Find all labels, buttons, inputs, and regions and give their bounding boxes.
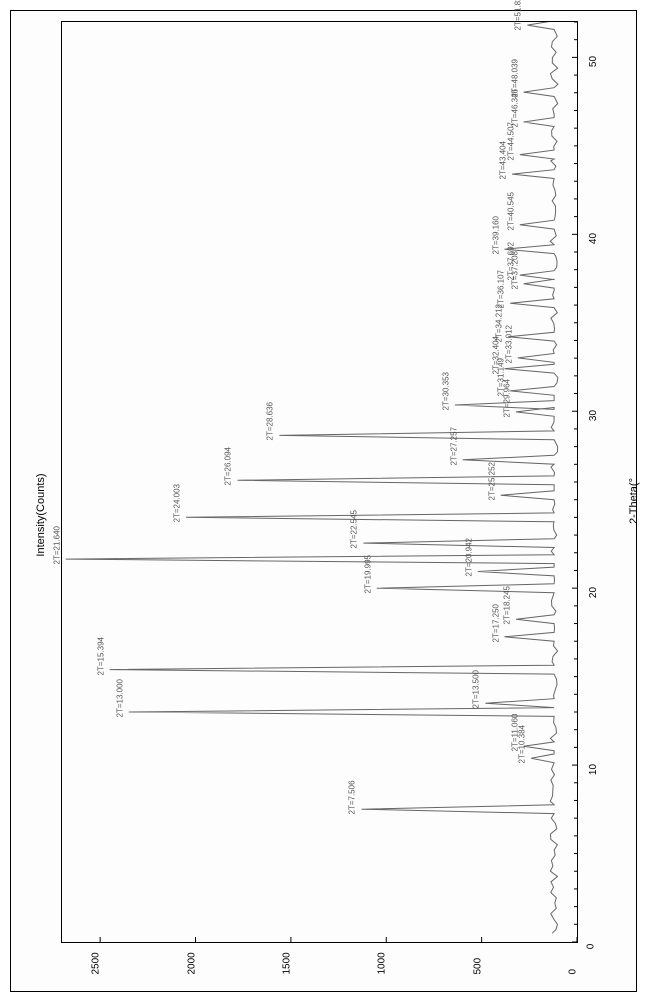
peak-label: 2T=26.094 [224,447,233,485]
peak-label: 2T=40.545 [506,192,515,230]
x-tick: 2500 [91,952,102,974]
peak-label: 2T=24.003 [172,484,181,522]
peak-label: 2T=17.250 [491,604,500,642]
x-tick: 1000 [377,952,388,974]
peak-label: 2T=25.252 [487,462,496,500]
x-tick: 1500 [281,952,292,974]
y-tick: 40 [588,233,599,244]
x-axis-label: Intensity(Counts) [35,473,47,556]
y-tick: 30 [588,410,599,421]
peak-label: 2T=27.257 [449,427,458,465]
peak-label: 2T=36.107 [497,270,506,308]
peak-label: 2T=28.636 [266,402,275,440]
peak-label: 2T=20.942 [464,539,473,577]
peak-label: 2T=11.060 [510,714,519,752]
x-tick: 2000 [186,952,197,974]
peak-label: 2T=15.394 [96,637,105,675]
y-tick: 10 [588,764,599,775]
x-tick: 500 [472,958,483,975]
peak-label: 2T=22.545 [350,510,359,548]
peak-label: 2T=7.506 [348,781,357,815]
peak-label: 2T=37.692 [506,242,515,280]
y-tick: 20 [588,587,599,598]
peak-label: 2T=21.640 [52,526,61,564]
peak-label: 2T=33.012 [504,325,513,363]
y-axis-label: 2-Theta(° [628,478,640,524]
xrd-chart: 2-Theta(° Intensity(Counts) 010203040500… [10,10,637,992]
peak-label: 2T=13.500 [472,670,481,708]
y-tick: 50 [588,56,599,67]
peak-label: 2T=13.000 [115,679,124,717]
y-tick: 0 [585,944,596,950]
peak-label: 2T=30.353 [441,372,450,410]
peak-label: 2T=18.245 [502,586,511,624]
peak-label: 2T=39.160 [491,216,500,254]
peak-label: 2T=51.824 [514,0,523,31]
x-tick: 0 [568,969,579,975]
peak-label: 2T=48.039 [510,59,519,97]
peak-label: 2T=19.995 [363,555,372,593]
peak-label: 2T=34.212 [495,304,504,342]
